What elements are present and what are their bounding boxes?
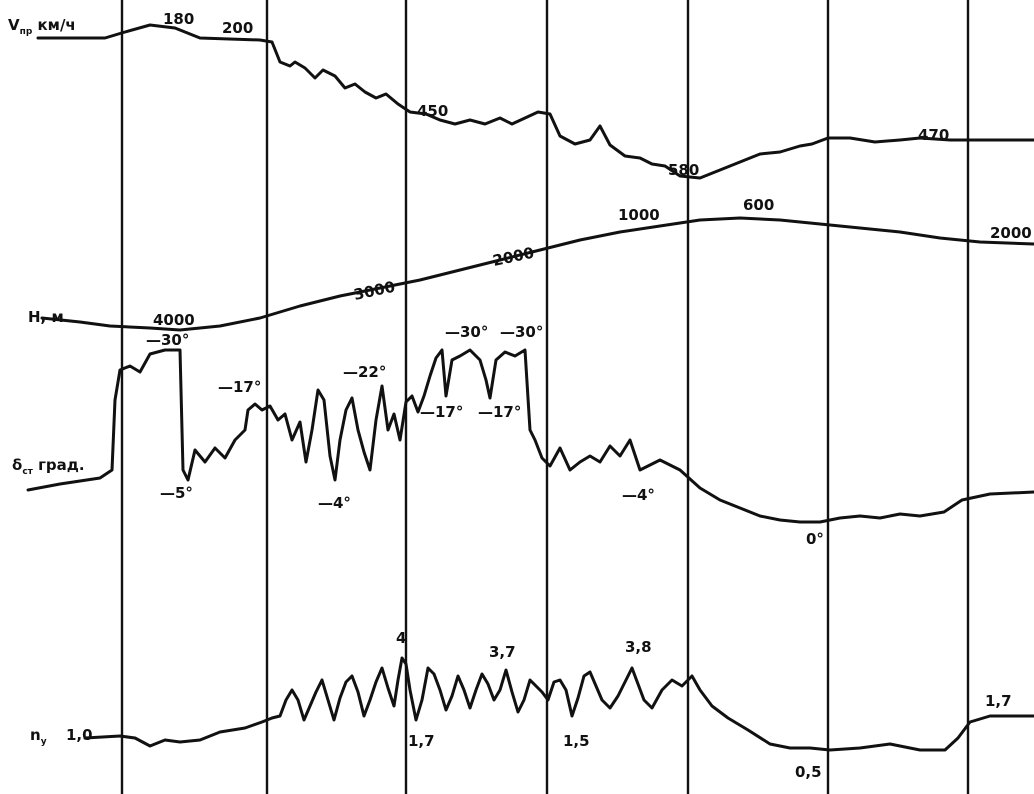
stabilizer-label: 0° <box>806 530 824 548</box>
stabilizer-label: —4° <box>622 486 655 504</box>
stabilizer-label: —4° <box>318 494 351 512</box>
load-factor-label: 3,8 <box>625 638 652 656</box>
velocity-label: 580 <box>668 161 699 179</box>
stabilizer-label: —17° <box>420 403 463 421</box>
load-factor-label: 1,0 <box>66 726 93 744</box>
velocity-label: 450 <box>417 102 448 120</box>
trace-lines <box>26 23 1034 752</box>
altitude-label: 3000 <box>352 278 397 304</box>
load-factor-axis-name: ny <box>30 726 47 747</box>
load-factor-label: 3,7 <box>489 643 516 661</box>
altitude-label: 2000 <box>491 244 536 270</box>
stabilizer-label: —17° <box>218 378 261 396</box>
altitude-label: 4000 <box>153 311 195 329</box>
velocity-label: 200 <box>222 19 253 37</box>
load-factor-label: 1,7 <box>985 692 1012 710</box>
altitude-label: 600 <box>743 196 774 214</box>
load-factor-trace <box>83 656 1034 752</box>
altitude-trace <box>40 216 1034 332</box>
stabilizer-label: —30° <box>146 331 189 349</box>
altitude-label: 1000 <box>618 206 660 224</box>
velocity-label: 180 <box>163 10 194 28</box>
altitude-label: 2000 <box>990 224 1032 242</box>
stabilizer-label: —30° <box>500 323 543 341</box>
load-factor-label: 0,5 <box>795 763 822 781</box>
stabilizer-label: —30° <box>445 323 488 341</box>
load-factor-label: 1,7 <box>408 732 435 750</box>
load-factor-label: 1,5 <box>563 732 590 750</box>
vertical-grid-lines <box>120 0 970 794</box>
altitude-axis-name: H, м <box>28 308 64 326</box>
velocity-axis-name: Vпр км/ч <box>8 16 76 37</box>
load-factor-label: 4 <box>396 629 406 647</box>
stabilizer-trace <box>26 348 1034 524</box>
stabilizer-label: —22° <box>343 363 386 381</box>
velocity-trace <box>36 23 1034 180</box>
stabilizer-axis-name: δст град. <box>12 456 85 477</box>
stabilizer-label: —5° <box>160 484 193 502</box>
stabilizer-label: —17° <box>478 403 521 421</box>
velocity-label: 470 <box>918 126 949 144</box>
